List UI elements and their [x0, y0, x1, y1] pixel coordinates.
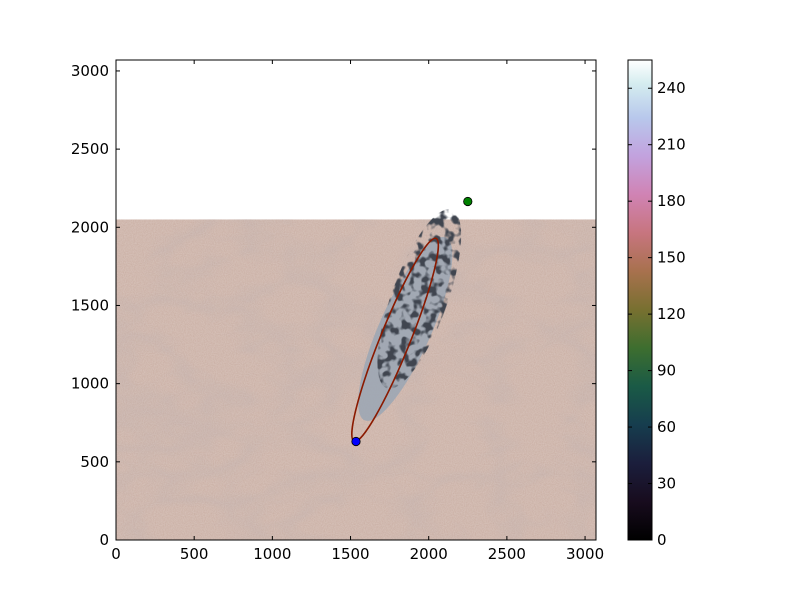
y-tick-label: 0 — [99, 531, 109, 549]
marker-point-2 — [463, 196, 473, 207]
image-terrain-ridges — [116, 219, 596, 540]
x-tick-label: 500 — [180, 545, 209, 563]
colorbar-tick-label: 0 — [657, 531, 667, 549]
image-layer — [116, 209, 596, 540]
colorbar-ticks: 0 30 60 90 120 150 180 210 240 — [628, 79, 686, 549]
y-tick-label: 2500 — [71, 140, 109, 158]
marker-point-1 — [351, 436, 361, 447]
y-tick-label: 1000 — [71, 375, 109, 393]
colorbar-tick-label: 30 — [657, 475, 676, 493]
x-tick-label: 0 — [111, 545, 121, 563]
colorbar-tick-label: 150 — [657, 249, 686, 267]
colorbar-frame — [627, 59, 653, 541]
y-tick-label: 2000 — [71, 218, 109, 236]
axes-frame — [115, 59, 597, 541]
y-tick-label: 500 — [80, 453, 109, 471]
main-axes: 0 500 1000 1500 2000 2500 3000 0 500 1000 1500 200… — [71, 59, 604, 563]
colorbar-tick-label: 210 — [657, 136, 686, 154]
y-tick-label: 3000 — [71, 62, 109, 80]
y-axis-ticks: 0 500 1000 1500 2000 2500 3000 — [71, 62, 596, 549]
image-feature-dark — [377, 209, 462, 389]
colorbar-tick-label: 120 — [657, 305, 686, 323]
y-tick-label: 1500 — [71, 296, 109, 314]
colorbar-tick-label: 180 — [657, 192, 686, 210]
colorbar: 0 30 60 90 120 150 180 210 240 — [627, 59, 686, 549]
colorbar-tick-label: 90 — [657, 362, 676, 380]
x-tick-label: 2000 — [410, 545, 448, 563]
colorbar-gradient — [628, 60, 652, 540]
x-tick-label: 3000 — [566, 545, 604, 563]
x-axis-ticks: 0 500 1000 1500 2000 2500 3000 — [111, 60, 604, 563]
colorbar-tick-label: 60 — [657, 418, 676, 436]
x-tick-label: 2500 — [488, 545, 526, 563]
overlay-layer — [351, 196, 473, 447]
colorbar-tick-label: 240 — [657, 79, 686, 97]
x-tick-label: 1500 — [331, 545, 369, 563]
x-tick-label: 1000 — [253, 545, 291, 563]
